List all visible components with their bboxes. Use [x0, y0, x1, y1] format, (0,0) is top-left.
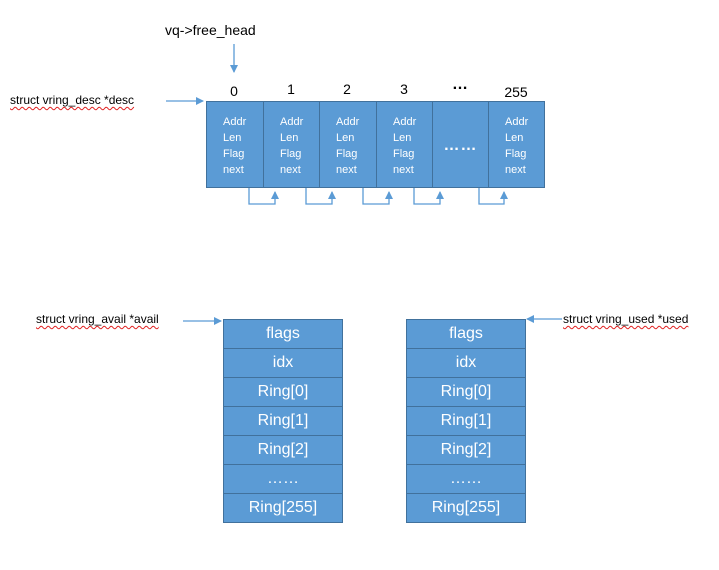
- desc-entry: Addr Len Flag next: [206, 101, 264, 188]
- used-ring-row: idx: [406, 348, 526, 378]
- free-head-label: vq->free_head: [165, 22, 256, 38]
- avail-ring-row: idx: [223, 348, 343, 378]
- used-label: struct vring_used *used: [563, 312, 689, 326]
- desc-field: Flag: [223, 148, 245, 160]
- desc-field: Len: [336, 132, 355, 144]
- avail-label: struct vring_avail *avail: [36, 312, 159, 326]
- desc-field: Flag: [393, 148, 415, 160]
- desc-field: next: [505, 164, 526, 176]
- desc-entry: Addr Len Flag next: [376, 101, 433, 188]
- desc-index: …: [452, 76, 468, 93]
- next-link-more-255: [478, 188, 508, 205]
- desc-field: Len: [280, 132, 299, 144]
- avail-ring-row: Ring[1]: [223, 406, 343, 436]
- desc-entry: Addr Len Flag next: [319, 101, 377, 188]
- desc-index: 3: [400, 81, 408, 97]
- desc-label: struct vring_desc *desc: [10, 93, 135, 107]
- next-link-3-more: [413, 188, 444, 205]
- desc-field: Addr: [280, 116, 304, 128]
- desc-index: 1: [287, 81, 295, 97]
- avail-ring-row: Ring[0]: [223, 377, 343, 407]
- desc-field: next: [223, 164, 244, 176]
- desc-field: Flag: [505, 148, 527, 160]
- desc-field: Flag: [280, 148, 302, 160]
- desc-field: Addr: [393, 116, 417, 128]
- desc-field: Len: [505, 132, 524, 144]
- used-ring-row: ……: [406, 464, 526, 494]
- desc-entry-ellipsis: ……: [432, 101, 489, 188]
- free-head-text: vq->free_head: [165, 22, 256, 38]
- desc-field: Len: [393, 132, 412, 144]
- next-link-2-3: [362, 188, 393, 205]
- used-ring-row: Ring[0]: [406, 377, 526, 407]
- next-link-0-1: [248, 188, 279, 205]
- used-ring-row: Ring[255]: [406, 493, 526, 523]
- desc-field: Addr: [336, 116, 360, 128]
- used-ring-row: Ring[1]: [406, 406, 526, 436]
- avail-ring-row: Ring[255]: [223, 493, 343, 523]
- desc-index: 0: [230, 83, 238, 99]
- avail-ring: flags idx Ring[0] Ring[1] Ring[2] …… Rin…: [223, 319, 343, 523]
- used-ring: flags idx Ring[0] Ring[1] Ring[2] …… Rin…: [406, 319, 526, 523]
- desc-index: 2: [343, 81, 351, 97]
- used-ring-row: flags: [406, 319, 526, 349]
- desc-field: Flag: [336, 148, 358, 160]
- avail-ring-row: Ring[2]: [223, 435, 343, 465]
- avail-ring-row: flags: [223, 319, 343, 349]
- desc-index: 255: [504, 84, 528, 100]
- desc-entry: Addr Len Flag next: [263, 101, 320, 188]
- desc-field: next: [280, 164, 301, 176]
- avail-ring-row: ……: [223, 464, 343, 494]
- desc-field: Len: [223, 132, 242, 144]
- desc-field: next: [336, 164, 357, 176]
- desc-field: next: [393, 164, 414, 176]
- used-ring-row: Ring[2]: [406, 435, 526, 465]
- next-link-1-2: [305, 188, 336, 205]
- desc-entry: Addr Len Flag next: [488, 101, 545, 188]
- desc-field: Addr: [505, 116, 529, 128]
- desc-field: Addr: [223, 116, 247, 128]
